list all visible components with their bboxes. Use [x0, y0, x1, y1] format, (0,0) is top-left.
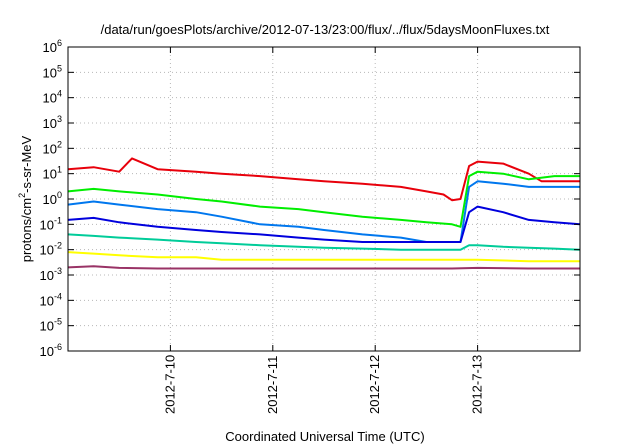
y-tick-label: 100: [43, 190, 62, 207]
y-axis-label-sup: 2: [17, 193, 27, 198]
y-tick-label: 10-6: [40, 342, 62, 359]
y-tick-label: 104: [43, 89, 62, 106]
series-line-5: [67, 233, 581, 251]
y-tick-label: 10-4: [40, 291, 62, 308]
y-axis-ticks: 10-6 10-5 10-4 10-3 10-2 10-1 100 101 102 103 104 1…: [40, 38, 580, 359]
y-axis-label-base: protons/cm: [19, 198, 34, 262]
series-line-4: [67, 205, 581, 243]
x-tick-label: 2012-7-12: [367, 355, 382, 414]
y-tick-label: 105: [43, 63, 62, 80]
grid-lines: [68, 47, 580, 351]
series-line-1: [67, 157, 580, 202]
x-axis-ticks: 2012-7-10 2012-7-11 2012-7-12 2012-7-13: [162, 47, 485, 414]
series-line-3: [67, 180, 580, 243]
y-tick-label: 10-5: [40, 317, 62, 334]
x-axis-label: Coordinated Universal Time (UTC): [225, 429, 424, 444]
series-line-7: [67, 265, 580, 270]
y-axis-label-rest: -s-sr-MeV: [19, 135, 34, 192]
y-tick-label: 101: [43, 165, 62, 182]
y-tick-label: 103: [43, 114, 62, 131]
series-line-6: [67, 251, 580, 263]
series-layer: [67, 157, 581, 270]
y-tick-label: 102: [43, 139, 62, 156]
chart-title: /data/run/goesPlots/archive/2012-07-13/2…: [101, 22, 550, 37]
x-tick-label: 2012-7-10: [162, 355, 177, 414]
y-tick-label: 10-2: [40, 241, 62, 258]
y-axis-label: protons/cm2-s-sr-MeV: [17, 135, 34, 262]
x-tick-label: 2012-7-13: [470, 355, 485, 414]
x-tick-label: 2012-7-11: [265, 356, 280, 414]
series-line-2: [67, 170, 580, 228]
y-tick-label: 10-3: [40, 266, 62, 283]
y-tick-label: 10-1: [40, 215, 62, 232]
y-tick-label: 106: [43, 38, 62, 55]
